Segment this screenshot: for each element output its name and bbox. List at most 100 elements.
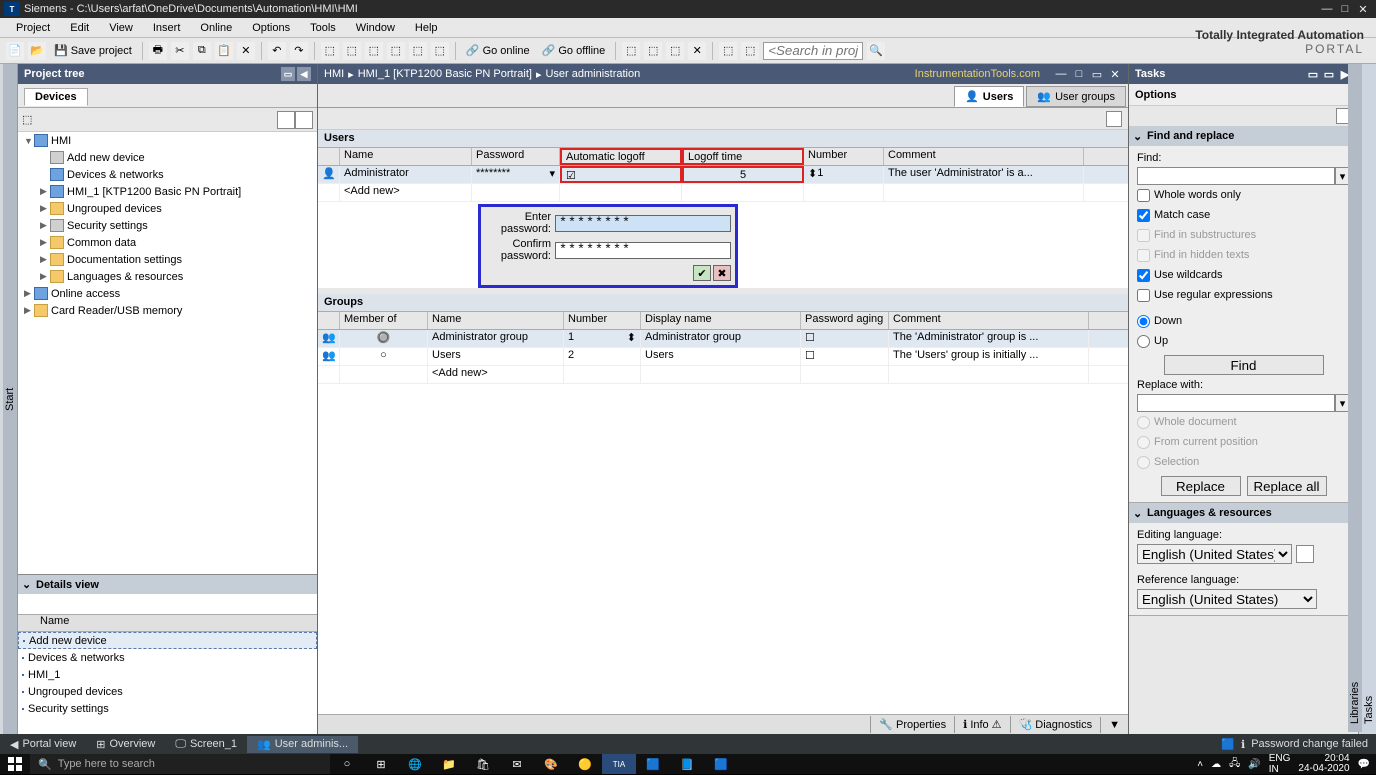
match-case-checkbox[interactable] [1137,209,1150,222]
menu-window[interactable]: Window [346,22,405,34]
minimize-button[interactable]: — [1318,2,1336,16]
expand-icon[interactable]: ▶ [40,220,50,231]
tray-clock[interactable]: 20:0424-04-2020 [1298,754,1349,774]
go-online-button[interactable]: 🔗 Go online [462,44,534,57]
cell[interactable]: The 'Users' group is initially ... [889,348,1089,365]
tb-icon-1[interactable]: ⬚ [321,42,339,60]
replace-input[interactable] [1137,394,1335,412]
spinner-icon[interactable]: ⬍ [627,331,636,344]
tb-icon-3[interactable]: ⬚ [365,42,383,60]
start-button[interactable] [0,754,30,774]
tree-node[interactable]: ▶HMI_1 [KTP1200 Basic PN Portrait] [18,183,317,200]
tree-node[interactable]: ▶Card Reader/USB memory [18,302,317,319]
expand-icon[interactable]: ▼ [24,136,34,146]
col-header[interactable] [318,148,340,165]
tb-icon-12[interactable]: ⬚ [741,42,759,60]
taskbar-overview[interactable]: ⊞ Overview [86,736,165,753]
tray-cloud-icon[interactable]: ☁ [1211,759,1221,770]
cell[interactable]: 🔘 [340,330,428,347]
whole-words-checkbox[interactable] [1137,189,1150,202]
col-header[interactable]: Member of [340,312,428,329]
tray-notif-icon[interactable]: 💬 [1358,759,1370,770]
app-icon-1[interactable]: 🟦 [636,754,670,774]
tb-icon-9[interactable]: ⬚ [666,42,684,60]
side-tab-tasks[interactable]: Tasks [1362,64,1376,732]
col-header[interactable]: Name [340,148,472,165]
tree-node[interactable]: ▶Common data [18,234,317,251]
group-row[interactable]: <Add new> [318,366,1128,384]
ptree-btn-1[interactable]: ▭ [281,67,295,81]
menu-edit[interactable]: Edit [60,22,99,34]
users-grid[interactable]: NamePasswordAutomatic logoffLogoff timeN… [318,148,1128,288]
maximize-button[interactable]: □ [1336,2,1354,16]
reference-lang-select[interactable]: English (United States) [1137,589,1317,609]
bc-1[interactable]: HMI_1 [KTP1200 Basic PN Portrait] [358,68,532,80]
project-search-input[interactable] [763,42,863,60]
tree-node[interactable]: ▶Ungrouped devices [18,200,317,217]
tia-icon[interactable]: TIA [602,754,636,774]
options-tab[interactable]: Options [1129,84,1358,106]
col-header[interactable]: Display name [641,312,801,329]
app-icon-2[interactable]: 🟦 [704,754,738,774]
windows-search[interactable]: 🔍 Type here to search [30,754,330,774]
tb-icon-4[interactable]: ⬚ [387,42,405,60]
details-row[interactable]: Security settings [18,700,317,717]
cell[interactable]: ☑ [560,166,682,183]
close-button[interactable]: ✕ [1354,2,1372,16]
ptree-btn-collapse[interactable]: ◀ [297,67,311,81]
user-row[interactable]: 👤Administrator******** ▾☑5⬍ 1The user 'A… [318,166,1128,184]
col-header[interactable]: Name [428,312,564,329]
expand-icon[interactable]: ▶ [40,237,50,248]
confirm-pw-input[interactable] [555,242,731,259]
side-tab-libraries[interactable]: Libraries [1348,64,1362,732]
cell[interactable]: The 'Administrator' group is ... [889,330,1089,347]
details-row[interactable]: Devices & networks [18,649,317,666]
editor-max-icon[interactable]: □ [1072,67,1086,81]
go-offline-button[interactable]: 🔗 Go offline [538,44,610,57]
bc-0[interactable]: HMI [324,68,344,80]
redo-icon[interactable]: ↷ [290,42,308,60]
tree-node[interactable]: Add new device [18,149,317,166]
cell[interactable]: 2 [564,348,641,365]
open-project-icon[interactable]: 📂 [28,42,46,60]
inspector-collapse[interactable]: ▼ [1100,717,1128,733]
col-header[interactable]: Number [564,312,641,329]
pw-dropdown-icon[interactable]: ▾ [549,167,555,180]
tb-icon-11[interactable]: ⬚ [719,42,737,60]
subtb-icon[interactable] [1106,111,1122,127]
chrome-icon[interactable]: 🟡 [568,754,602,774]
col-header[interactable]: Logoff time [682,148,804,165]
cell[interactable]: 5 [682,166,804,183]
tab-users[interactable]: 👤 Users [954,86,1024,107]
devices-tab[interactable]: Devices [24,88,88,106]
tree-node[interactable]: ▶Online access [18,285,317,302]
details-row[interactable]: Ungrouped devices [18,683,317,700]
start-tab[interactable]: Start [3,64,17,734]
lang-header[interactable]: ⌄Languages & resources [1129,503,1358,523]
spinner-icon[interactable]: ⬍ [808,167,817,180]
tb-icon-5[interactable]: ⬚ [409,42,427,60]
paint-icon[interactable]: 🎨 [534,754,568,774]
menu-online[interactable]: Online [190,22,242,34]
save-project-button[interactable]: 💾 Save project [50,44,136,57]
groups-grid[interactable]: Member ofNameNumberDisplay namePassword … [318,312,1128,714]
details-row[interactable]: Add new device [18,632,317,649]
expand-icon[interactable]: ▶ [40,254,50,265]
cell[interactable]: ○ [340,348,428,365]
cortana-icon[interactable]: ○ [330,754,364,774]
system-tray[interactable]: ˄ ☁ 🖧 🔊 ENGIN 20:0424-04-2020 💬 [1191,753,1376,775]
tasks-btn-1[interactable]: ▭ [1306,67,1320,81]
tasks-btn-2[interactable]: ▭ [1322,67,1336,81]
cut-icon[interactable]: ✂ [171,42,189,60]
expand-icon[interactable]: ▶ [24,288,34,299]
delete-icon[interactable]: ✕ [237,42,255,60]
enter-pw-input[interactable] [555,215,731,232]
user-row[interactable]: <Add new> [318,184,1128,202]
tree-node[interactable]: ▼HMI [18,132,317,149]
editor-min-icon[interactable]: — [1054,67,1068,81]
tree-node[interactable]: ▶Security settings [18,217,317,234]
find-button[interactable]: Find [1164,355,1324,375]
cell[interactable]: Administrator group [641,330,801,347]
find-input[interactable] [1137,167,1335,185]
lang-extra-icon[interactable] [1296,545,1314,563]
